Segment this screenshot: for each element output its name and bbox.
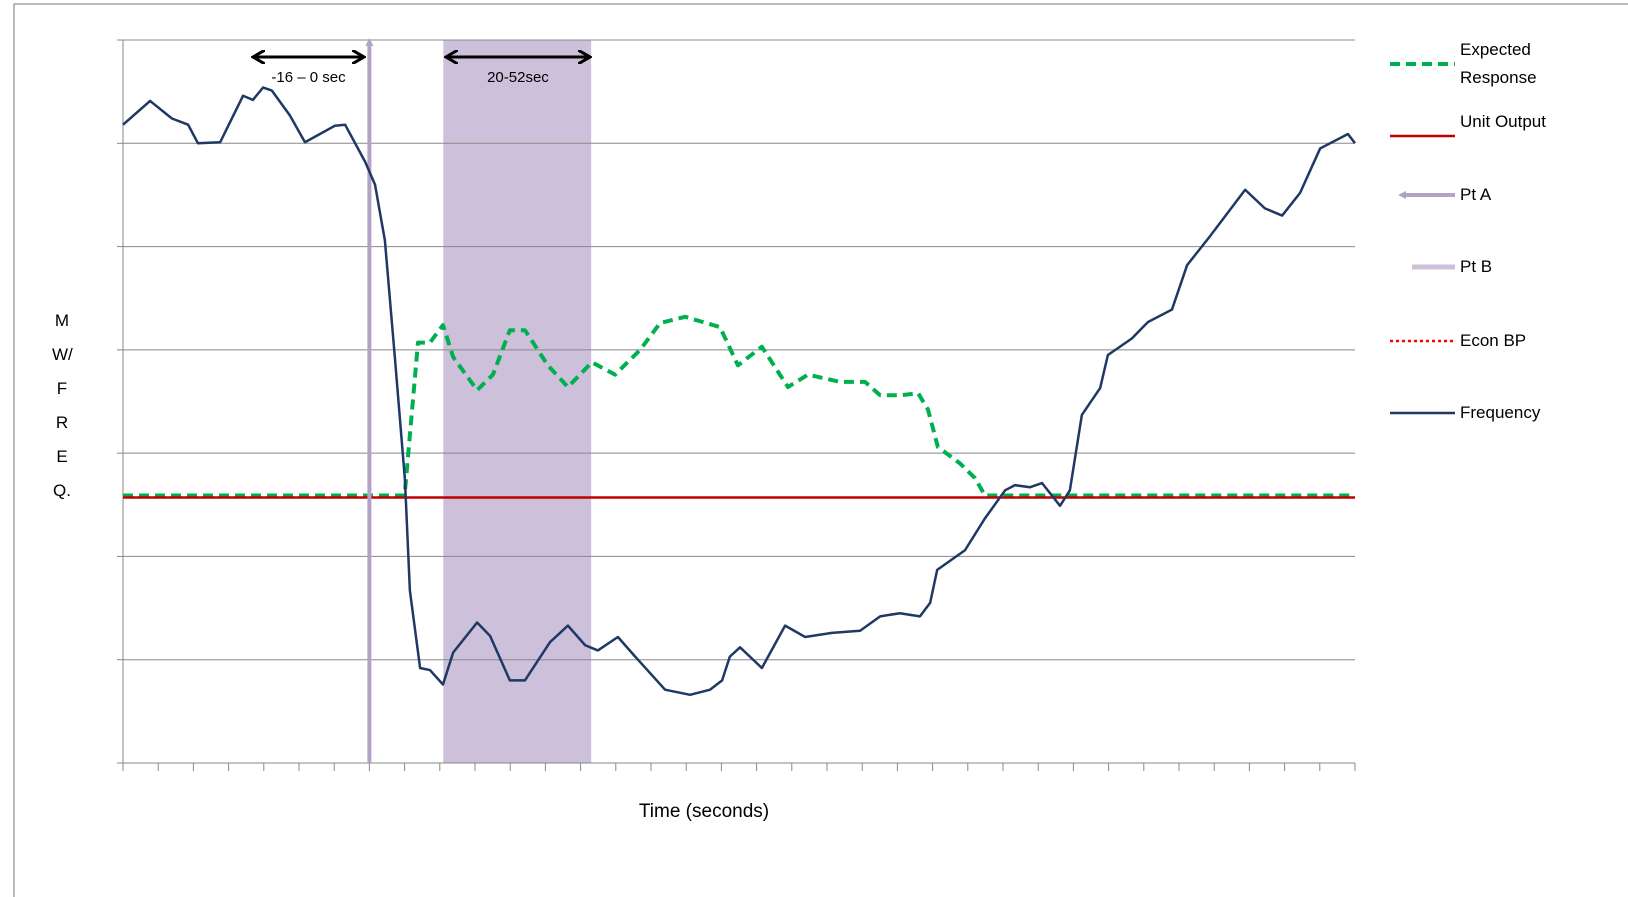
legend-label: Frequency <box>1460 403 1541 422</box>
legend-label: Unit Output <box>1460 112 1546 131</box>
legend-label: Pt B <box>1460 257 1493 276</box>
frame <box>13 3 1628 897</box>
x-axis-title: Time (seconds) <box>639 801 769 822</box>
y-axis-title: MW/FREQ. <box>52 311 73 500</box>
legend-label: Pt A <box>1460 185 1492 204</box>
legend-label: Econ BP <box>1460 331 1527 350</box>
series-line <box>123 314 1355 498</box>
series-line <box>122 86 1356 697</box>
highlight-band <box>443 40 592 763</box>
annotation-text: -16 – 0 sec <box>271 69 346 86</box>
legend-label: Expected Response <box>1460 40 1537 87</box>
annotation-text: 20-52sec <box>487 69 549 86</box>
